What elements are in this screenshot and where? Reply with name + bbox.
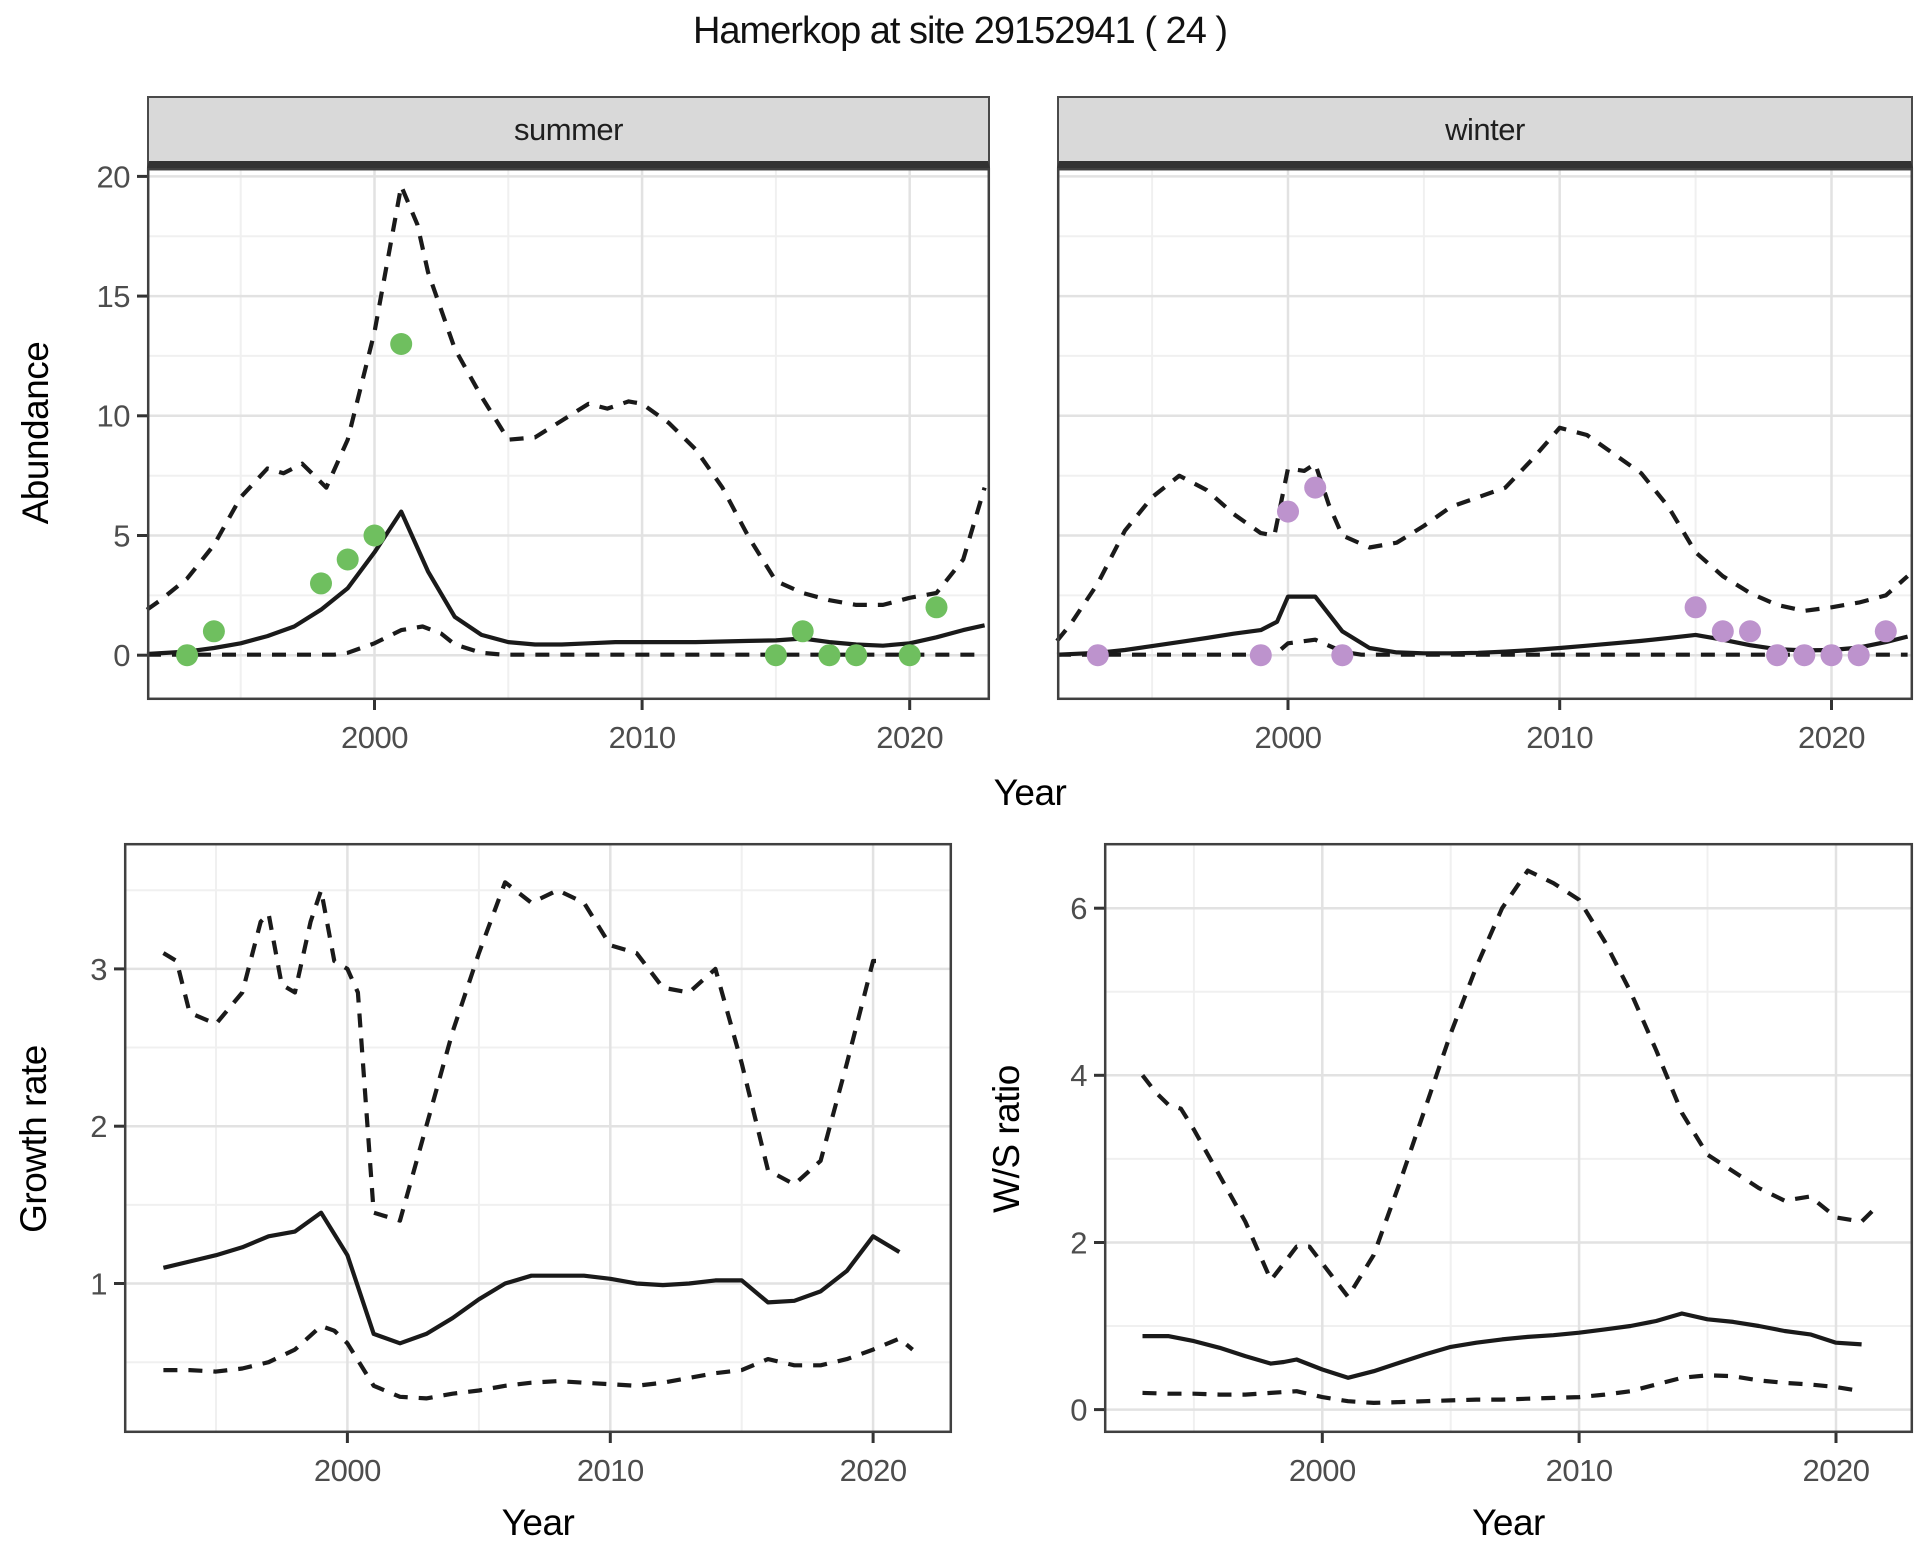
y-tick-label: 6 — [1070, 891, 1087, 926]
data-point — [1249, 644, 1272, 667]
data-point — [1766, 644, 1789, 667]
y-tick-label: 1 — [90, 1266, 107, 1301]
data-point — [336, 548, 359, 571]
facet-strip-winter-label: winter — [1445, 111, 1525, 147]
growth-rate-chart: 2000 2010 2020 1 2 3 — [90, 842, 953, 1488]
abundance-summer-chart: 2000 2010 2020 0 5 10 15 20 — [97, 159, 991, 755]
y-tick-label: 2 — [90, 1109, 107, 1144]
data-point — [764, 644, 787, 667]
data-point — [363, 524, 386, 547]
data-point — [791, 620, 814, 643]
series-solid — [162, 1210, 901, 1346]
data-point — [1304, 476, 1327, 499]
data-point — [1086, 644, 1109, 667]
data-point — [1739, 620, 1761, 643]
x-tick-label: 2010 — [1526, 720, 1593, 755]
data-point — [1793, 644, 1816, 667]
data-point — [1711, 620, 1734, 643]
ws-ratio-chart: 2000 2010 2020 0 2 4 6 — [1070, 842, 1914, 1488]
data-point — [1820, 644, 1843, 667]
x-tick-label: 2020 — [1798, 720, 1865, 755]
y-tick-label: 15 — [97, 279, 130, 314]
y-tick-label: 0 — [1070, 1392, 1087, 1427]
data-point — [390, 333, 413, 355]
y-tick-label: 4 — [1070, 1058, 1087, 1093]
x-tick-label: 2020 — [840, 1453, 907, 1488]
facet-strip-summer: summer — [147, 96, 990, 168]
y-tick-label: 3 — [90, 952, 107, 987]
x-tick-label: 2020 — [876, 720, 943, 755]
x-tick-label: 2020 — [1803, 1453, 1870, 1488]
series-dashed — [1140, 868, 1876, 1299]
data-point — [1277, 500, 1299, 523]
plot-title: Hamerkop at site 29152941 ( 24 ) — [692, 10, 1228, 52]
data-point — [898, 644, 921, 667]
abundance-winter-chart: 2000 2010 2020 — [1055, 167, 1914, 755]
x-axis-title-year-bottom-right: Year — [1472, 1502, 1545, 1543]
data-point — [1874, 620, 1897, 643]
y-tick-label: 2 — [1070, 1225, 1087, 1260]
x-tick-label: 2010 — [577, 1453, 644, 1488]
data-point — [310, 572, 332, 595]
x-tick-label: 2000 — [314, 1453, 381, 1488]
x-tick-label: 2000 — [1289, 1453, 1356, 1488]
data-point — [202, 620, 225, 643]
data-point — [1847, 644, 1870, 667]
data-point — [1331, 644, 1354, 667]
data-point — [1684, 596, 1707, 619]
x-tick-label: 2010 — [1546, 1453, 1613, 1488]
series-solid — [1142, 1311, 1862, 1380]
facet-strip-winter: winter — [1057, 96, 1913, 168]
x-tick-label: 2000 — [341, 720, 408, 755]
series-dashed — [1142, 1373, 1862, 1405]
data-point — [818, 644, 841, 667]
data-point — [845, 644, 868, 667]
y-tick-label: 10 — [97, 399, 131, 434]
facet-strip-summer-label: summer — [514, 111, 623, 147]
data-point — [176, 644, 199, 667]
series-dashed — [163, 1323, 914, 1401]
y-tick-label: 20 — [97, 159, 131, 194]
x-tick-label: 2010 — [609, 720, 676, 755]
y-tick-label: 5 — [113, 518, 130, 553]
data-point — [925, 596, 948, 619]
x-tick-label: 2000 — [1255, 720, 1322, 755]
x-axis-title-year-bottom-left: Year — [501, 1502, 575, 1543]
x-axis-title-year-top: Year — [993, 772, 1067, 813]
series-dashed — [1055, 425, 1909, 643]
series-solid — [146, 509, 986, 657]
series-dashed — [147, 624, 985, 657]
series-dashed — [145, 183, 987, 612]
y-tick-label: 0 — [113, 638, 130, 673]
